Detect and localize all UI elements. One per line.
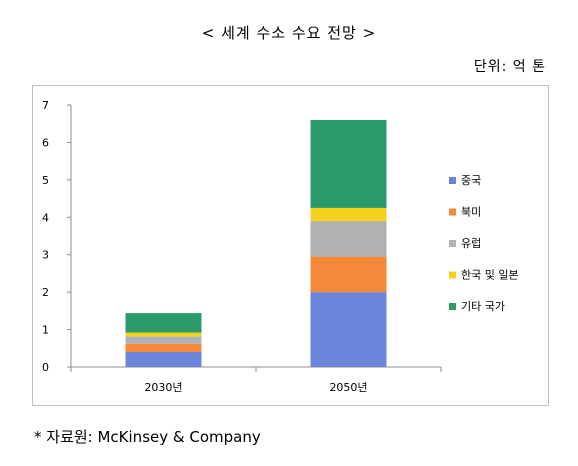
- legend-swatch: [449, 208, 456, 216]
- y-tick-label: 0: [42, 361, 49, 374]
- source-note: * 자료원: McKinsey & Company: [34, 428, 261, 446]
- legend-swatch: [449, 240, 456, 247]
- unit-label: 단위: 억 톤: [473, 59, 546, 75]
- legend-label: 유럽: [461, 236, 481, 250]
- legend-swatch: [449, 177, 456, 184]
- bar-segment: [125, 336, 202, 344]
- legend-swatch: [449, 271, 456, 279]
- bar-segment: [310, 119, 387, 208]
- y-tick-label: 7: [42, 99, 49, 112]
- legend-label: 북미: [461, 206, 481, 219]
- y-tick-label: 1: [42, 324, 49, 337]
- bar-segment: [310, 221, 387, 257]
- y-tick-label: 6: [42, 136, 49, 149]
- y-tick-label: 3: [42, 249, 49, 262]
- x-tick-label: 2030년: [144, 381, 182, 394]
- y-tick-label: 2: [42, 286, 49, 299]
- bar-segment: [125, 343, 202, 353]
- bar-segment: [125, 313, 202, 333]
- bar-segment: [125, 332, 202, 337]
- y-tick-label: 5: [42, 174, 49, 187]
- bar-segment: [310, 292, 387, 367]
- legend-label: 한국 및 일본: [461, 268, 519, 282]
- legend-swatch: [449, 303, 456, 310]
- y-tick-label: 4: [42, 211, 49, 224]
- x-tick-label: 2050년: [329, 381, 367, 394]
- bar-segment: [310, 207, 387, 222]
- chart-title: < 세계 수소 수요 전망 >: [201, 24, 377, 42]
- legend-label: 기타 국가: [461, 300, 505, 313]
- bar-segment: [310, 256, 387, 293]
- bar-segment: [125, 352, 202, 367]
- legend-label: 중국: [461, 174, 481, 187]
